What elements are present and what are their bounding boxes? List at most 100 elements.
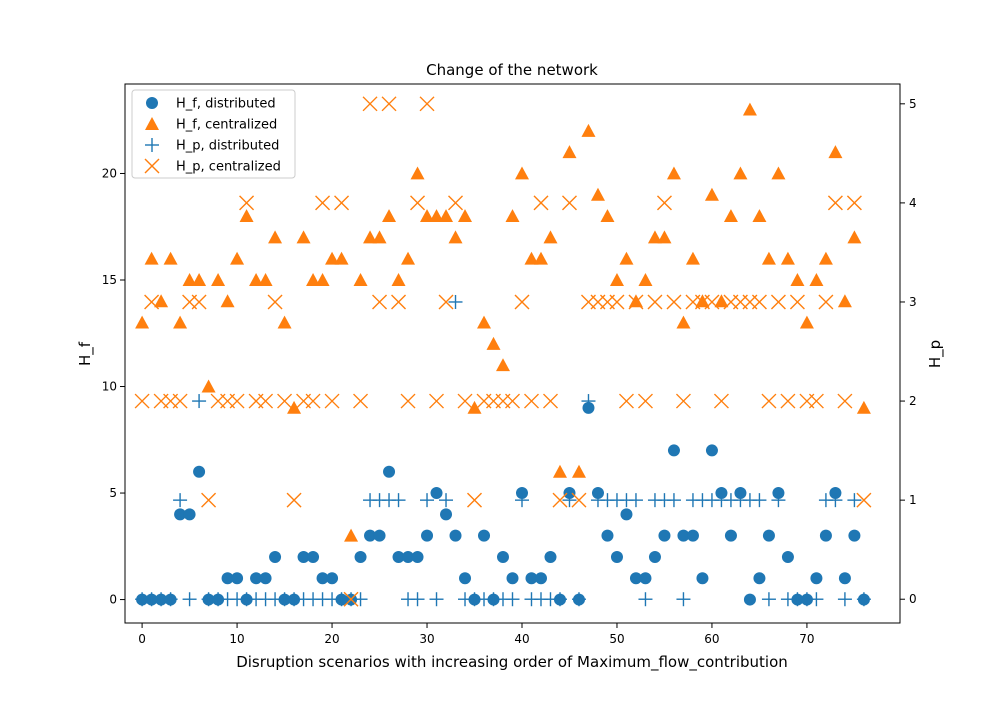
y-right-tick-label: 2	[909, 394, 917, 408]
data-point	[809, 592, 824, 607]
data-point	[827, 195, 843, 211]
data-point	[647, 294, 663, 310]
data-point	[828, 145, 843, 159]
data-point	[363, 230, 378, 244]
x-axis: 0 10 20 30 40 50 60 70	[138, 623, 815, 646]
data-point	[439, 209, 454, 223]
data-point	[144, 251, 159, 265]
data-point	[250, 572, 263, 585]
data-point	[287, 400, 302, 414]
data-point	[514, 493, 529, 508]
data-point	[154, 294, 169, 308]
data-point	[752, 493, 767, 508]
legend-marker	[144, 158, 160, 174]
data-point	[771, 493, 786, 508]
legend-entry: H_p, centralized	[144, 158, 281, 175]
data-point	[761, 251, 776, 265]
data-point	[497, 550, 510, 563]
y-right-tick-label: 4	[909, 196, 917, 210]
data-point	[837, 393, 853, 409]
data-point	[182, 592, 197, 607]
data-point	[809, 273, 824, 286]
data-point	[401, 251, 416, 265]
data-point	[847, 230, 862, 244]
data-point	[534, 572, 547, 585]
legend-label: H_p, centralized	[176, 160, 281, 175]
data-point	[334, 195, 350, 211]
data-point	[705, 444, 718, 457]
data-point	[637, 393, 653, 409]
legend-entry: H_f, centralized	[145, 117, 277, 133]
series-2	[135, 294, 871, 607]
x-tick-label: 30	[419, 632, 434, 646]
data-marks	[134, 96, 872, 607]
data-point	[334, 251, 349, 265]
data-point	[666, 294, 682, 310]
data-point	[524, 251, 539, 265]
data-point	[514, 166, 529, 180]
data-point	[383, 465, 396, 478]
y-left-tick-label: 15	[102, 273, 117, 287]
series-1	[135, 102, 871, 542]
plot-frame	[124, 83, 901, 624]
data-point	[410, 592, 425, 607]
data-point	[761, 592, 776, 607]
data-point	[610, 550, 623, 563]
data-point	[391, 294, 407, 310]
data-point	[354, 550, 367, 563]
data-point	[315, 273, 330, 286]
y-right-tick-label: 0	[909, 592, 917, 606]
data-point	[562, 493, 577, 508]
data-point	[343, 591, 359, 607]
data-point	[173, 315, 188, 329]
y-left-tick-label: 10	[102, 380, 117, 394]
data-point	[628, 294, 643, 308]
data-point	[780, 251, 795, 265]
data-point	[430, 487, 443, 500]
data-point	[449, 529, 462, 542]
series-3	[134, 96, 872, 607]
data-point	[458, 209, 473, 223]
data-point	[752, 209, 767, 223]
data-point	[420, 493, 435, 508]
data-point	[402, 550, 415, 563]
data-point	[305, 393, 321, 409]
data-point	[344, 528, 359, 542]
data-point	[856, 400, 871, 414]
x-tick-label: 10	[229, 632, 244, 646]
data-point	[382, 209, 397, 223]
data-point	[410, 166, 425, 180]
y-axis-left-label: H_f	[76, 341, 95, 366]
data-point	[459, 572, 472, 585]
data-point	[609, 294, 625, 310]
data-point	[391, 273, 406, 286]
data-point	[771, 166, 786, 180]
data-point	[324, 393, 340, 409]
data-point	[429, 393, 445, 409]
data-point	[552, 464, 567, 478]
data-point	[544, 550, 557, 563]
legend-box	[131, 89, 296, 179]
data-point	[457, 393, 473, 409]
data-point	[391, 493, 406, 508]
data-point	[638, 592, 653, 607]
data-point	[514, 294, 530, 310]
data-point	[296, 230, 311, 244]
data-point	[506, 572, 519, 585]
data-point	[656, 195, 672, 211]
data-point	[590, 187, 605, 201]
data-point	[277, 393, 293, 409]
data-point	[392, 550, 405, 563]
data-point	[268, 230, 283, 244]
data-point	[182, 273, 197, 286]
data-point	[581, 123, 596, 137]
data-point	[410, 195, 426, 211]
data-point	[448, 294, 463, 309]
data-point	[172, 393, 188, 409]
data-point	[325, 251, 340, 265]
data-point	[478, 529, 491, 542]
data-point	[543, 230, 558, 244]
legend-marker	[146, 97, 158, 109]
data-point	[533, 251, 548, 265]
